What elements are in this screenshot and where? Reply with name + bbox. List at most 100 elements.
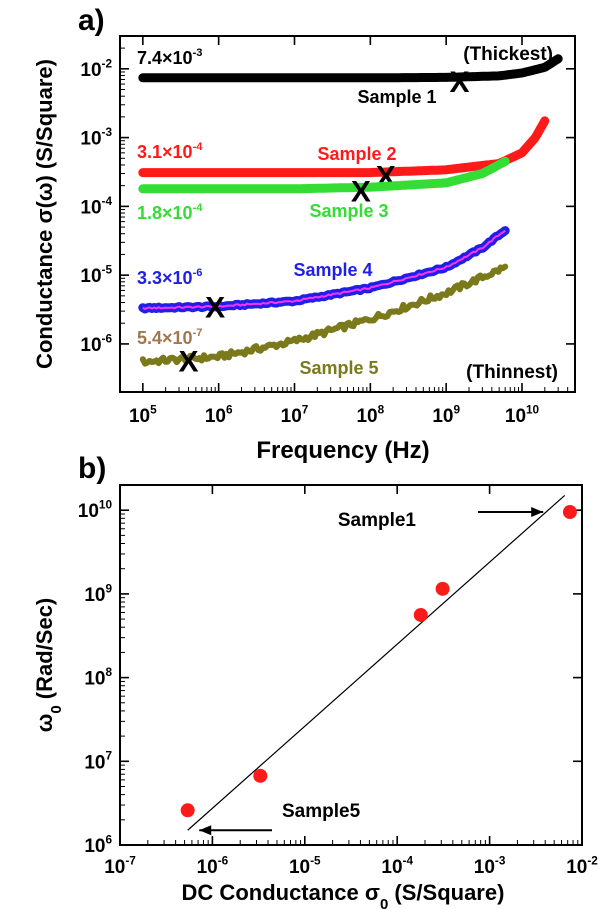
x-tick-label: 105	[129, 403, 157, 427]
fit-line	[187, 495, 566, 831]
chart-b-xlabel-unit: (S/Square)	[388, 880, 504, 905]
x-tick-label-exp: 6	[226, 403, 233, 416]
x-tick-label-base: 10	[289, 857, 310, 878]
series-line-sample-3	[138, 156, 510, 194]
dc-value-label-sample-1-exp: -3	[193, 47, 203, 59]
x-tick-label-exp: 9	[453, 403, 460, 416]
series-name-sample-5: Sample 5	[299, 358, 378, 378]
x-tick-label-exp: -2	[587, 854, 598, 867]
y-tick-label-exp: 9	[105, 582, 112, 595]
data-point	[562, 505, 577, 520]
y-tick-label-exp: 7	[105, 750, 112, 763]
y-tick-label: 10-3	[80, 126, 112, 150]
chart-a-ylabel: Conductance σ(ω) (S/Square)	[32, 59, 57, 369]
dc-value-label-sample-1: 7.4×10-3	[137, 47, 202, 68]
chart-b: 10-7 10-6 10-5 10-4 10-3 10-21061071081091010…	[32, 484, 598, 909]
annotation-thickest: (Thickest)	[463, 44, 553, 65]
crossover-marker-sample-5: X	[178, 346, 198, 379]
x-tick-label: 10-6	[197, 854, 229, 878]
y-tick-label-base: 10	[84, 836, 105, 857]
x-tick-label-base: 10	[474, 857, 495, 878]
x-tick-label-base: 10	[381, 857, 402, 878]
series-name-sample-3: Sample 3	[309, 201, 388, 221]
y-tick-label-exp: -2	[102, 57, 113, 70]
x-tick-label: 10-2	[566, 854, 598, 878]
chart-a-xlabel: Frequency (Hz)	[256, 437, 429, 464]
x-tick-label-exp: 7	[302, 403, 309, 416]
x-tick-label-exp: 5	[150, 403, 157, 416]
chart-b-ylabel: ω0 (Rad/Sec)	[32, 598, 65, 733]
chart-b-xlabel-sub: 0	[380, 896, 388, 909]
x-tick-label: 108	[356, 403, 384, 427]
y-tick-label-base: 10	[80, 129, 101, 150]
data-point	[180, 803, 195, 818]
annotation-sample5: Sample5	[282, 801, 361, 822]
y-tick-label-base: 10	[78, 501, 99, 522]
dc-value-label-sample-4-exp: -6	[193, 267, 203, 279]
y-tick-label-exp: 8	[105, 666, 112, 679]
chart-b-xlabel: DC Conductance σ0 (S/Square)	[182, 880, 505, 909]
crossover-marker-sample-3: X	[351, 176, 371, 209]
crossover-marker-sample-1: X	[450, 66, 470, 99]
x-tick-label-exp: -4	[403, 854, 414, 867]
y-tick-label-base: 10	[80, 60, 101, 81]
dc-value-label-sample-3-base: 1.8×10	[137, 203, 193, 223]
chart-b-ylabel-sub: 0	[48, 705, 65, 713]
y-tick-label-base: 10	[80, 197, 101, 218]
series-line-sample-1	[138, 54, 563, 83]
dc-value-label-sample-2-exp: -4	[193, 141, 204, 153]
x-tick-label: 107	[281, 403, 309, 427]
x-tick-label-base: 10	[432, 406, 453, 427]
y-tick-label: 10-2	[80, 57, 112, 81]
dc-value-label-sample-5: 5.4×10-7	[137, 327, 202, 348]
panel-b-label: b)	[78, 452, 106, 485]
series-name-sample-1: Sample 1	[357, 87, 436, 107]
x-tick-label-exp: -3	[495, 854, 506, 867]
x-tick-label: 106	[205, 403, 233, 427]
series-line-sample-5	[139, 263, 509, 367]
chart-b-ylabel-unit: (Rad/Sec)	[32, 598, 57, 706]
x-tick-label-exp: -5	[310, 854, 321, 867]
y-tick-label: 108	[84, 666, 112, 690]
x-tick-label-base: 10	[197, 857, 218, 878]
x-tick-label-base: 10	[356, 406, 377, 427]
dc-value-label-sample-2: 3.1×10-4	[137, 141, 203, 162]
x-tick-label: 10-3	[474, 854, 506, 878]
y-tick-label-base: 10	[84, 585, 105, 606]
dc-value-label-sample-3-exp: -4	[193, 202, 204, 214]
y-tick-label: 10-6	[80, 332, 112, 356]
annotation-arrow-head	[199, 825, 212, 836]
dc-value-label-sample-4: 3.3×10-6	[137, 267, 202, 288]
dc-value-label-sample-1-base: 7.4×10	[137, 48, 193, 68]
y-tick-label-exp: -3	[102, 126, 113, 139]
chart-a: 105 106 107 108 109 101010-610-510-410-310-2 …	[32, 35, 576, 464]
y-tick-label-base: 10	[80, 266, 101, 287]
y-tick-label-base: 10	[84, 669, 105, 690]
crossover-marker-sample-4: X	[205, 292, 225, 325]
y-tick-label-exp: 10	[99, 499, 113, 512]
y-tick-label: 1010	[78, 499, 113, 523]
x-tick-label-exp: -7	[125, 854, 136, 867]
y-tick-label-exp: -4	[102, 195, 113, 208]
y-tick-label: 107	[84, 750, 112, 774]
x-tick-label: 10-4	[381, 854, 413, 878]
x-tick-label-base: 10	[505, 406, 526, 427]
x-tick-label-exp: -6	[218, 854, 229, 867]
dc-value-label-sample-4-base: 3.3×10	[137, 268, 193, 288]
x-tick-label-base: 10	[104, 857, 125, 878]
x-tick-label-exp: 10	[526, 403, 540, 416]
dc-value-label-sample-5-exp: -7	[193, 327, 203, 339]
y-tick-label-exp: 6	[105, 833, 112, 846]
y-tick-label-base: 10	[80, 335, 101, 356]
y-tick-label: 106	[84, 833, 112, 857]
dc-value-label-sample-2-base: 3.1×10	[137, 142, 193, 162]
chart-b-xlabel-main: DC Conductance σ	[182, 880, 380, 905]
y-tick-label: 109	[84, 582, 112, 606]
y-tick-label: 10-4	[80, 195, 112, 219]
dc-value-label-sample-5-base: 5.4×10	[137, 328, 193, 348]
annotation-sample1: Sample1	[338, 510, 417, 531]
